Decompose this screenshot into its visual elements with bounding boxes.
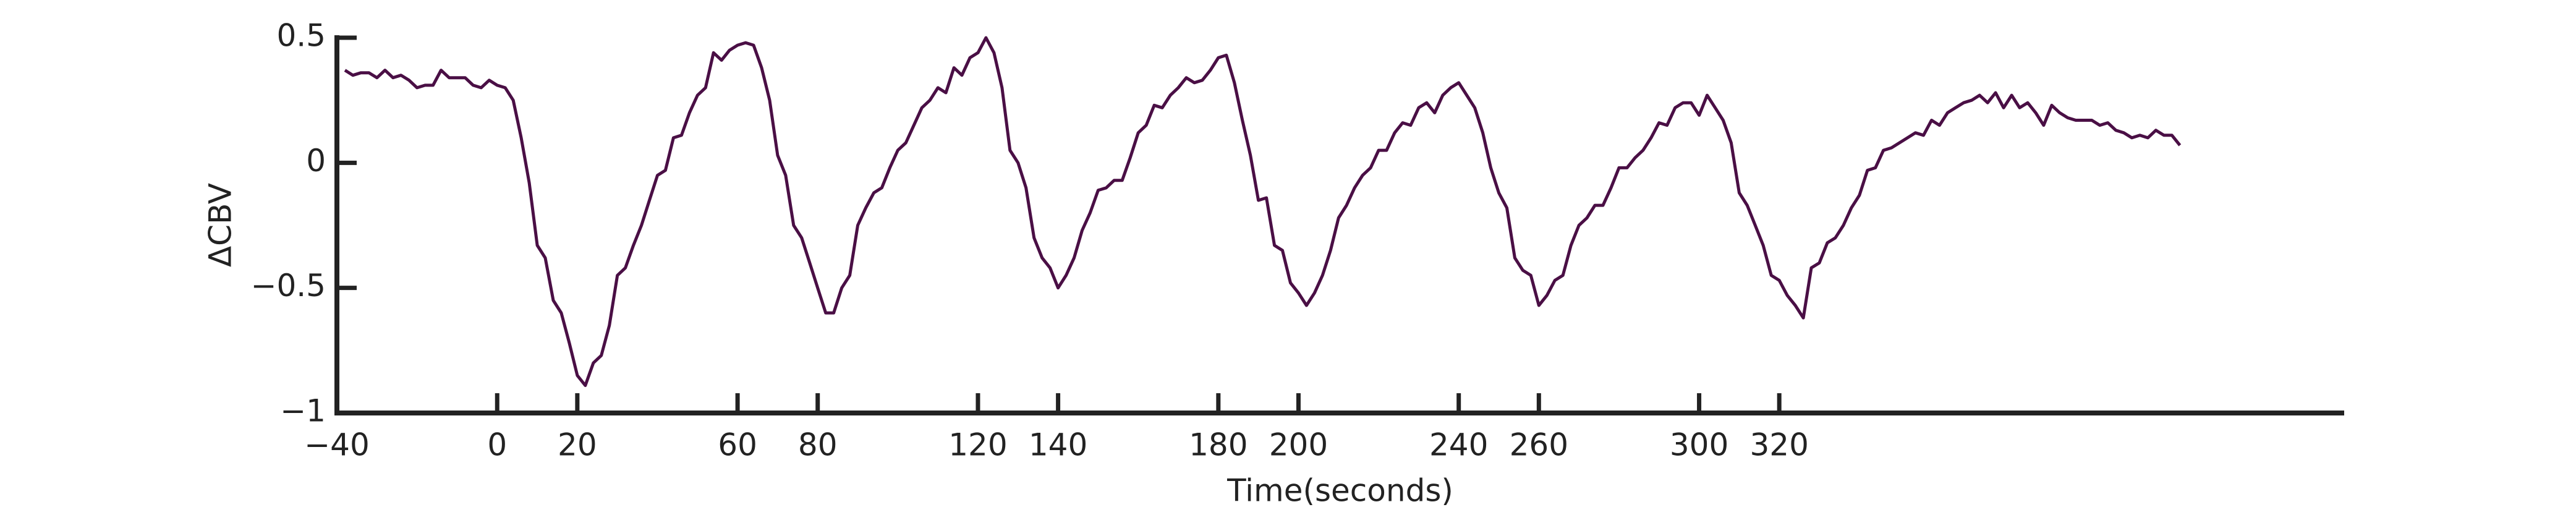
x-tick-label: 200 [1269, 427, 1328, 463]
x-tick-label: 20 [558, 427, 597, 463]
x-tick-label: 260 [1510, 427, 1568, 463]
x-tick-label: 240 [1429, 427, 1488, 463]
y-tick-label: −0.5 [251, 268, 326, 304]
x-tick-label: 180 [1189, 427, 1248, 463]
x-tick-label: 0 [487, 427, 507, 463]
x-tick-label: 80 [798, 427, 838, 463]
y-tick-label: 0 [306, 143, 326, 179]
y-tick-label: −1 [280, 393, 326, 429]
x-tick-label: 120 [948, 427, 1007, 463]
x-tick-label: 60 [718, 427, 757, 463]
x-axis-label: Time(seconds) [1226, 473, 1453, 509]
data-line [344, 36, 2182, 387]
x-tick-label: 140 [1029, 427, 1087, 463]
x-tick-label: −40 [304, 427, 370, 463]
y-tick-label: 0.5 [276, 18, 326, 54]
x-tick-label: 320 [1749, 427, 1808, 463]
x-tick-label: 300 [1670, 427, 1728, 463]
y-axis-label: ΔCBV [203, 183, 239, 267]
